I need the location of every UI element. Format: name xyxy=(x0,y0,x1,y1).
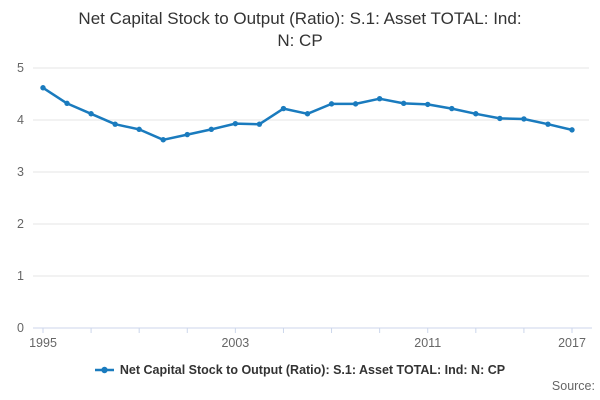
x-axis-tick-label: 2011 xyxy=(414,336,441,350)
data-point xyxy=(208,126,215,133)
x-axis-tick-label: 1995 xyxy=(29,336,57,350)
data-point xyxy=(88,111,94,117)
data-point xyxy=(280,105,287,112)
data-point xyxy=(400,100,407,107)
data-point xyxy=(160,137,166,143)
data-point xyxy=(136,126,142,133)
x-axis-tick-label: 2017 xyxy=(558,336,586,350)
legend-label: Net Capital Stock to Output (Ratio): S.1… xyxy=(119,363,506,377)
y-axis-tick-label: 0 xyxy=(17,321,24,335)
data-point xyxy=(328,101,335,107)
data-point xyxy=(112,121,118,127)
legend-line-marker-icon xyxy=(94,366,114,374)
data-point xyxy=(497,115,503,122)
data-point xyxy=(425,101,431,108)
data-point xyxy=(473,111,479,117)
data-point xyxy=(40,85,46,91)
data-point xyxy=(449,105,455,112)
chart-title-line-1: Net Capital Stock to Output (Ratio): S.1… xyxy=(78,9,522,28)
data-point xyxy=(256,121,263,127)
chart-title: Net Capital Stock to Output (Ratio): S.1… xyxy=(0,8,600,52)
x-axis-tick-label: 2003 xyxy=(221,336,249,350)
data-point xyxy=(569,127,575,133)
data-point xyxy=(521,116,527,122)
y-axis-tick-label: 5 xyxy=(17,61,24,75)
legend-item[interactable]: Net Capital Stock to Output (Ratio): S.1… xyxy=(0,363,600,377)
y-axis-tick-label: 1 xyxy=(17,269,24,283)
y-axis-tick-label: 2 xyxy=(17,217,24,231)
source-label: Source: xyxy=(551,379,595,393)
data-point xyxy=(376,95,383,102)
plot-area: 0 1 2 3 4 5 1995 2003 2011 2017 xyxy=(17,61,592,350)
data-point xyxy=(184,131,190,138)
data-point xyxy=(64,100,70,107)
data-point xyxy=(545,121,551,127)
chart-title-line-2: N: CP xyxy=(277,31,323,50)
data-point xyxy=(304,111,311,117)
data-point xyxy=(352,101,359,107)
data-point xyxy=(232,120,239,127)
y-axis-tick-label: 4 xyxy=(17,113,24,127)
y-axis-tick-label: 3 xyxy=(17,165,24,179)
